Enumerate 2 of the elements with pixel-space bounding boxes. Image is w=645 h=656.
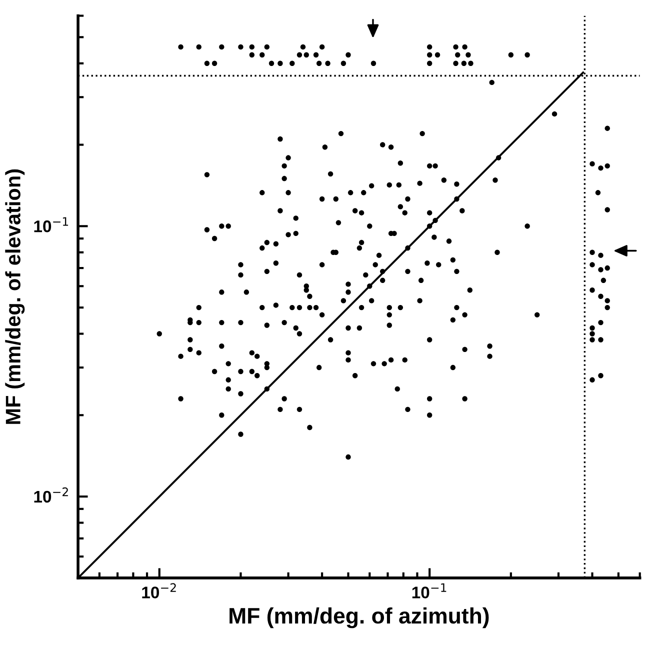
y-axis-title: MF (mm/deg. of elevation) [5, 169, 25, 424]
x-axis-title: MF (mm/deg. of azimuth) [230, 607, 489, 628]
